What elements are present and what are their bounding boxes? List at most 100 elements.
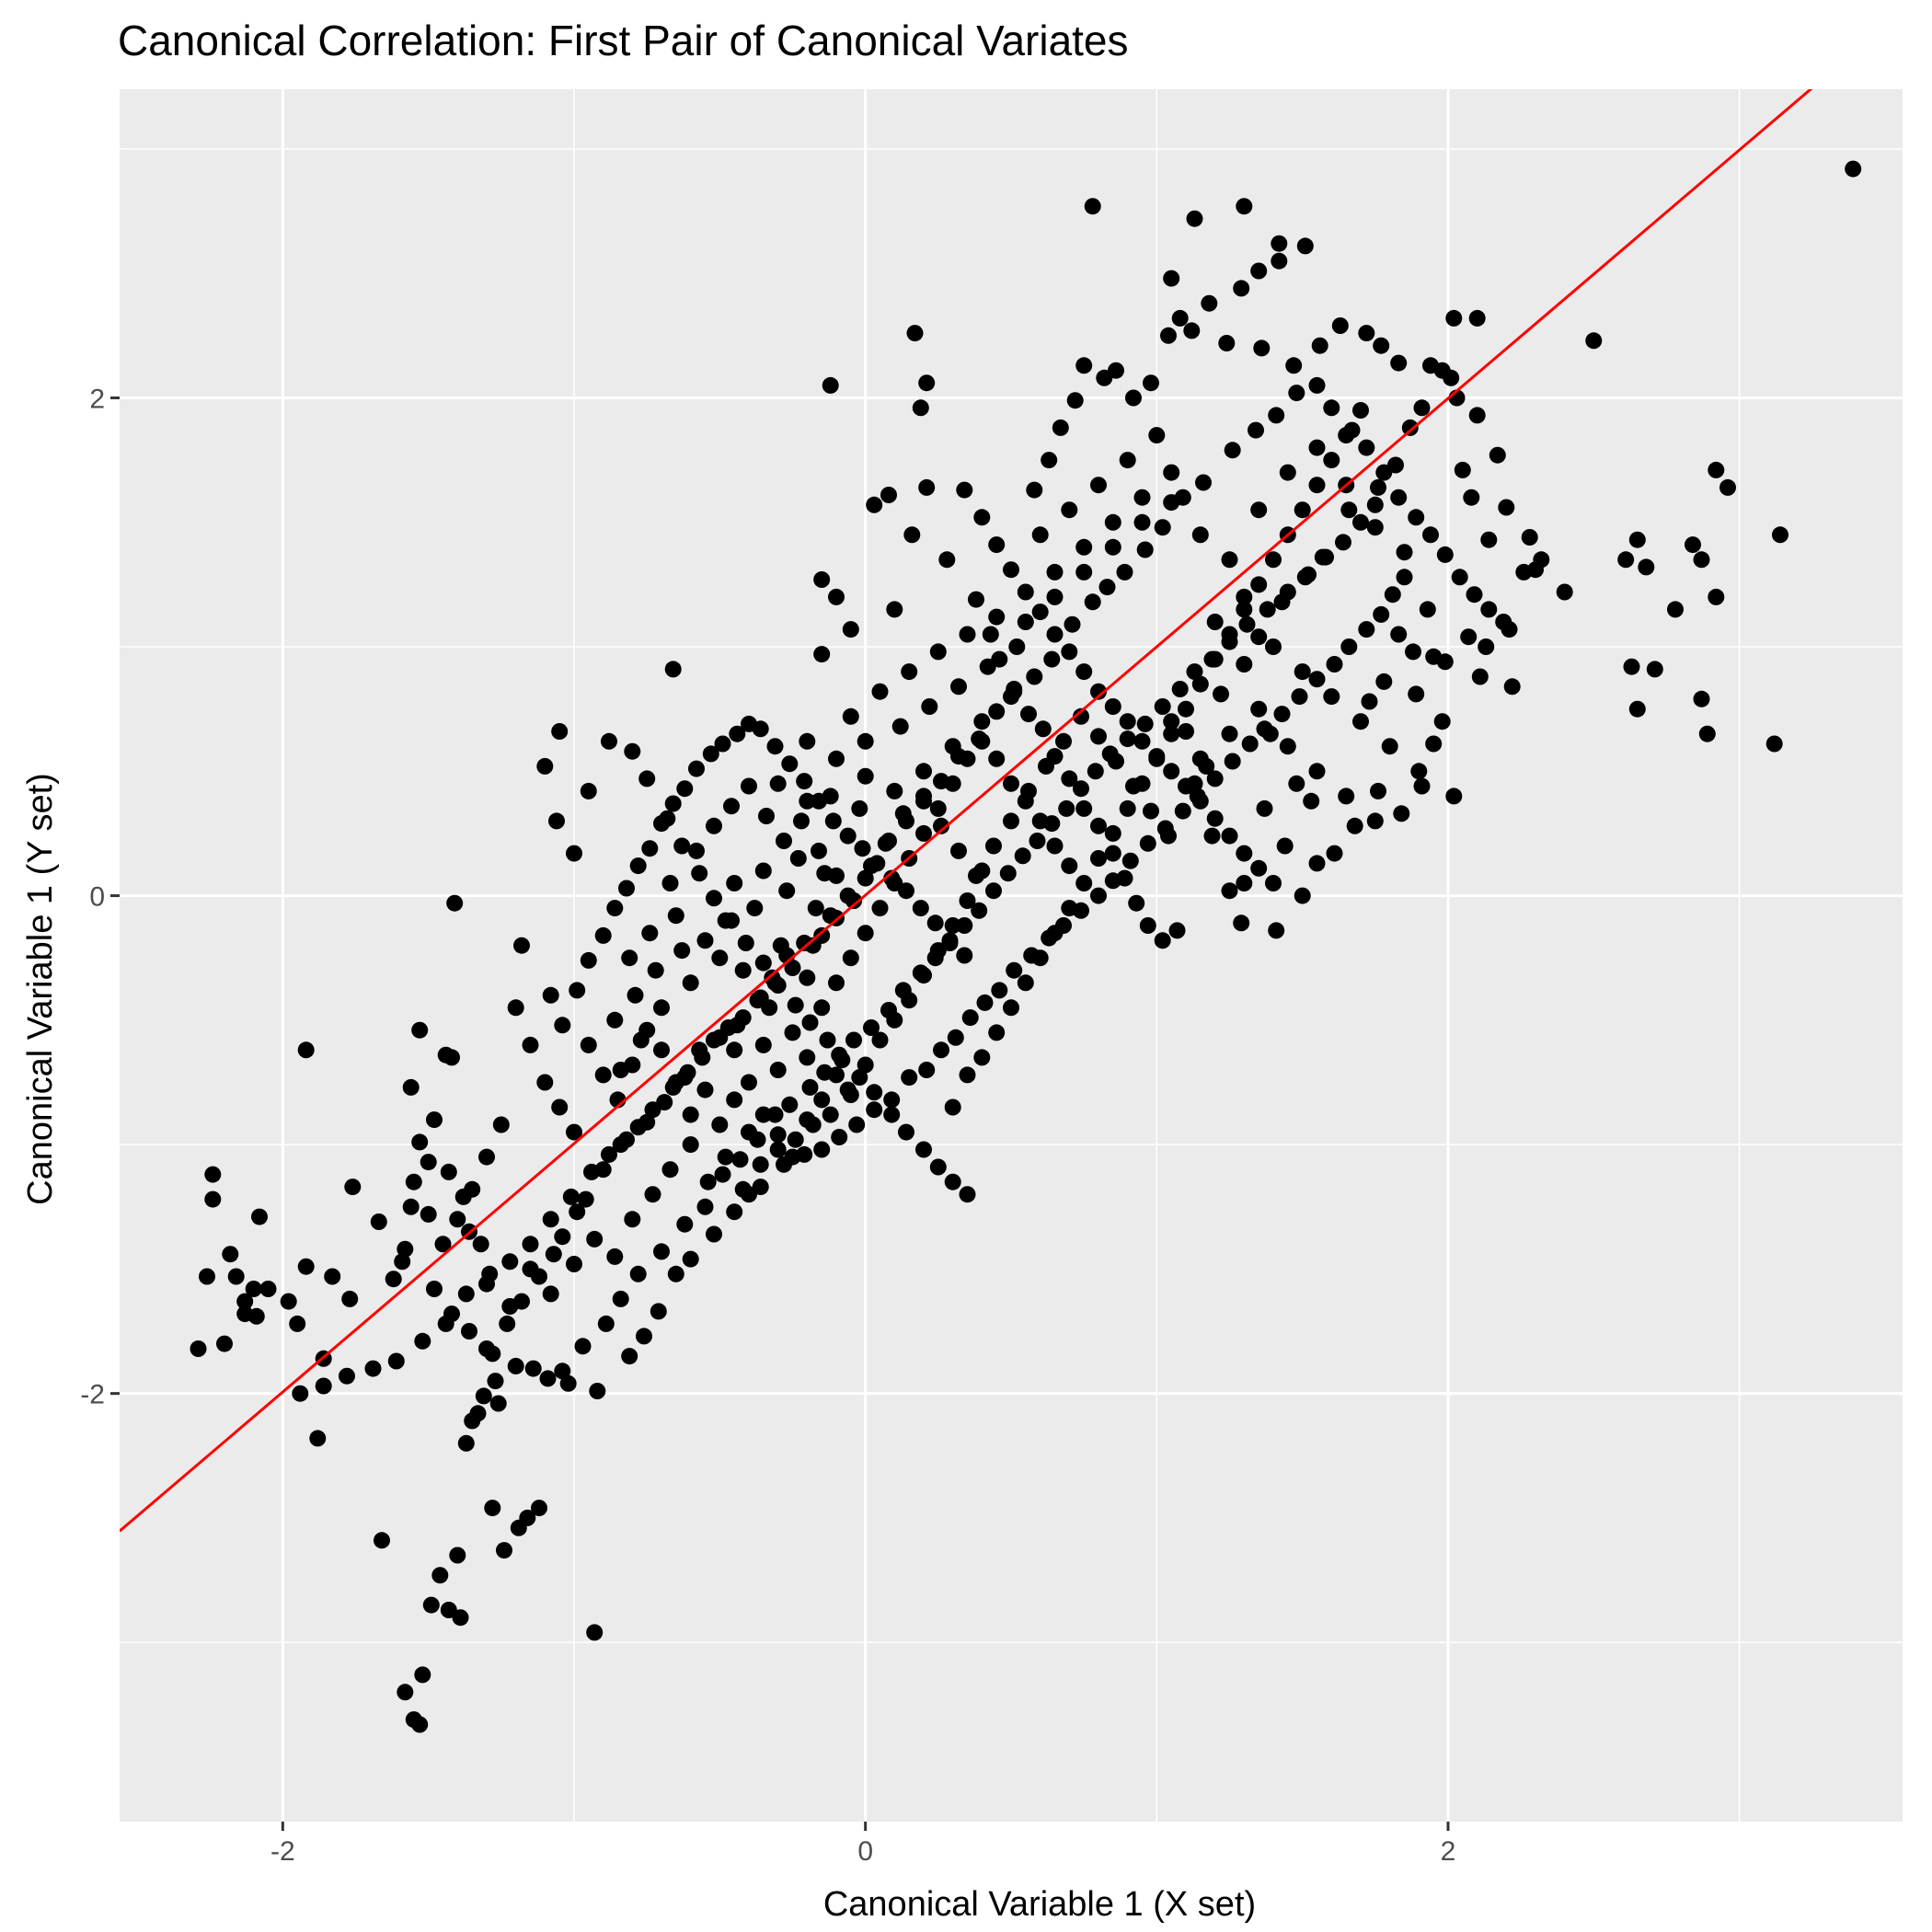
data-point bbox=[866, 1084, 883, 1101]
data-point bbox=[754, 862, 772, 880]
data-point bbox=[973, 1049, 991, 1066]
data-point bbox=[857, 732, 874, 750]
data-point bbox=[906, 325, 924, 342]
data-point bbox=[801, 1014, 819, 1031]
data-point bbox=[1090, 850, 1107, 867]
data-point bbox=[901, 1069, 918, 1087]
data-point bbox=[606, 900, 624, 917]
data-point bbox=[1396, 544, 1413, 561]
data-point bbox=[522, 1036, 539, 1053]
data-point bbox=[807, 900, 824, 917]
data-point bbox=[1186, 663, 1203, 681]
data-point bbox=[1503, 678, 1521, 696]
data-point bbox=[487, 1373, 504, 1390]
data-point bbox=[956, 947, 973, 964]
data-point bbox=[1075, 357, 1093, 374]
data-point bbox=[1119, 713, 1136, 730]
data-point bbox=[1308, 439, 1326, 456]
data-point bbox=[1308, 763, 1326, 780]
data-point bbox=[976, 994, 994, 1011]
data-point bbox=[822, 1106, 839, 1123]
data-point bbox=[1154, 519, 1171, 536]
data-point bbox=[1408, 509, 1425, 526]
data-point bbox=[434, 1236, 452, 1253]
data-point bbox=[1104, 845, 1121, 862]
data-point bbox=[813, 1091, 831, 1109]
data-point bbox=[650, 1303, 667, 1320]
data-point bbox=[857, 767, 874, 785]
data-point bbox=[822, 376, 839, 394]
data-point bbox=[766, 1106, 784, 1123]
data-point bbox=[1401, 419, 1419, 436]
data-point bbox=[1186, 210, 1203, 227]
y-axis: -2 0 2 bbox=[80, 384, 120, 1410]
data-point bbox=[839, 1081, 857, 1098]
data-point bbox=[542, 986, 559, 1004]
data-point bbox=[1119, 799, 1136, 817]
x-tick-label: 0 bbox=[857, 1836, 873, 1867]
data-point bbox=[944, 1098, 961, 1116]
data-point bbox=[883, 1091, 901, 1109]
data-point bbox=[1268, 407, 1285, 424]
data-point bbox=[883, 1106, 901, 1123]
data-point bbox=[411, 1133, 429, 1151]
data-point bbox=[706, 890, 722, 907]
data-point bbox=[1390, 626, 1408, 643]
data-point bbox=[1061, 857, 1078, 875]
data-point bbox=[443, 1305, 460, 1323]
data-point bbox=[1352, 713, 1369, 730]
data-point bbox=[679, 1064, 696, 1081]
data-point bbox=[1178, 700, 1194, 718]
data-point bbox=[857, 925, 874, 942]
data-point bbox=[968, 591, 984, 608]
data-point bbox=[1098, 579, 1116, 596]
data-point bbox=[1084, 198, 1101, 215]
data-point bbox=[1195, 474, 1212, 491]
data-point bbox=[1191, 526, 1209, 544]
data-point bbox=[1314, 548, 1331, 566]
data-point bbox=[828, 974, 845, 992]
data-point bbox=[842, 621, 859, 638]
data-point bbox=[961, 1009, 979, 1027]
data-point bbox=[1436, 546, 1454, 563]
data-point bbox=[769, 977, 787, 994]
data-point bbox=[1133, 775, 1151, 792]
data-point bbox=[959, 1186, 976, 1203]
data-point bbox=[259, 1281, 277, 1297]
data-point bbox=[1390, 489, 1408, 506]
data-point bbox=[903, 526, 921, 544]
data-point bbox=[959, 892, 976, 909]
data-point bbox=[915, 792, 932, 810]
data-point bbox=[1250, 501, 1268, 519]
data-point bbox=[886, 875, 903, 891]
data-point bbox=[536, 757, 554, 775]
data-point bbox=[1250, 628, 1268, 646]
data-point bbox=[1413, 777, 1431, 795]
data-point bbox=[1451, 569, 1468, 586]
data-point bbox=[886, 782, 903, 799]
data-point bbox=[719, 1019, 737, 1036]
data-point bbox=[475, 1387, 492, 1405]
data-point bbox=[204, 1190, 222, 1208]
data-point bbox=[461, 1323, 477, 1340]
data-point bbox=[979, 658, 996, 675]
data-point bbox=[1352, 513, 1369, 531]
data-point bbox=[566, 845, 582, 862]
data-point bbox=[1119, 730, 1136, 748]
data-point bbox=[492, 1116, 510, 1133]
data-point bbox=[501, 1253, 519, 1271]
data-point bbox=[1090, 887, 1107, 904]
data-point bbox=[542, 1285, 559, 1303]
data-point bbox=[973, 713, 991, 730]
data-point bbox=[926, 914, 944, 932]
data-point bbox=[1256, 799, 1273, 817]
data-point bbox=[734, 1009, 752, 1027]
data-point bbox=[784, 960, 801, 976]
data-point bbox=[364, 1360, 382, 1377]
data-point bbox=[1308, 671, 1326, 688]
data-point bbox=[737, 935, 754, 951]
data-point bbox=[796, 773, 813, 790]
data-point bbox=[918, 478, 936, 496]
data-point bbox=[1224, 442, 1241, 459]
data-point bbox=[1139, 917, 1156, 934]
